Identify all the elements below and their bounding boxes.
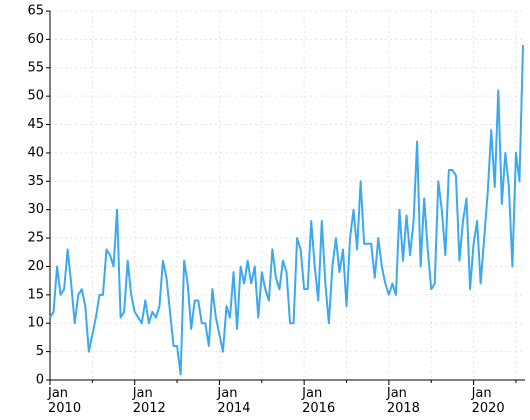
y-tick-label: 35 [27,174,44,189]
y-tick-label: 40 [27,145,44,160]
x-tick-label: Jan 2020 [471,386,505,416]
y-tick-label: 50 [27,89,44,104]
y-tick-label: 45 [27,117,44,132]
y-tick-label: 0 [36,373,44,388]
x-tick-label: Jan 2016 [302,386,336,416]
y-tick-label: 30 [27,202,44,217]
x-tick-label: Jan 2010 [48,386,82,416]
x-tick-label: Jan 2012 [132,386,166,416]
y-tick-label: 20 [27,259,44,274]
x-tick-label: Jan 2014 [217,386,251,416]
y-tick-label: 65 [27,4,44,19]
y-tick-label: 15 [27,287,44,302]
y-tick-label: 10 [27,316,44,331]
x-tick-label: Jan 2018 [386,386,420,416]
y-tick-label: 25 [27,231,44,246]
y-tick-label: 5 [36,344,44,359]
y-tick-label: 60 [27,32,44,47]
y-tick-label: 55 [27,60,44,75]
line-series [49,45,524,376]
